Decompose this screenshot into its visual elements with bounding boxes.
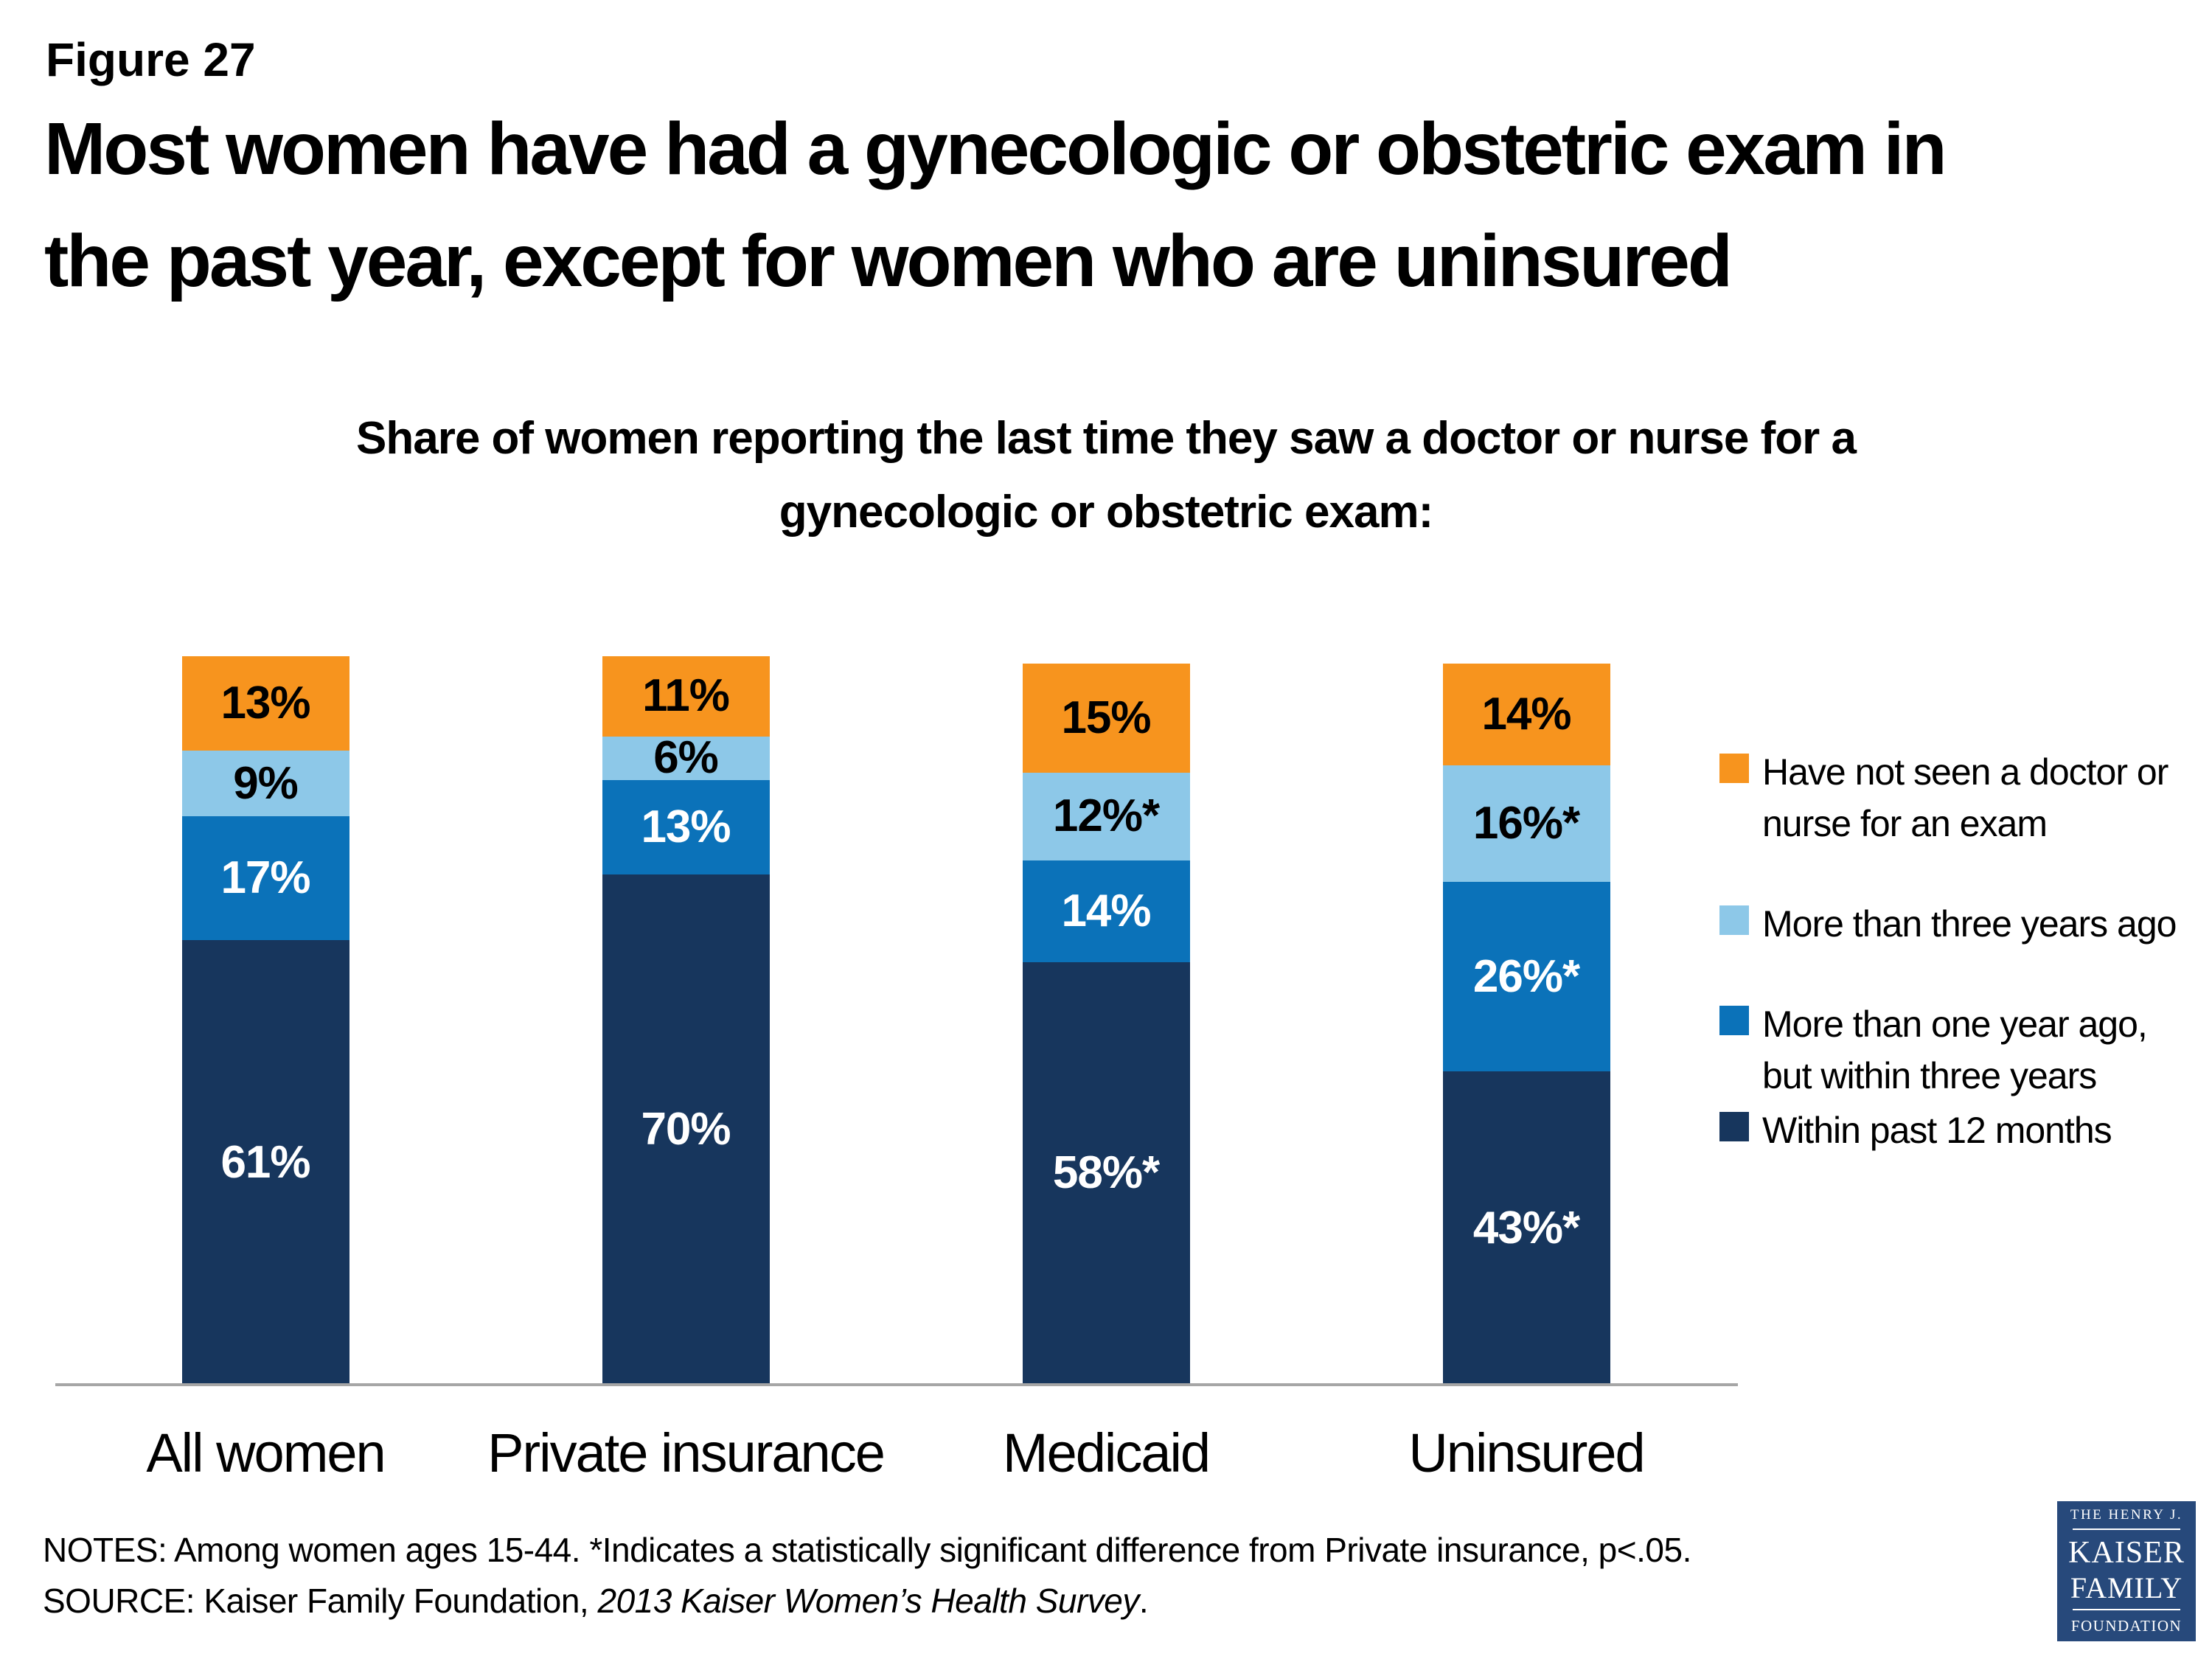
segment-more-than-three-years-ago: 9% bbox=[181, 751, 349, 817]
page-title-line2: the past year, except for women who are … bbox=[44, 220, 1733, 302]
source-line: SOURCE: Kaiser Family Foundation, 2013 K… bbox=[43, 1576, 2034, 1627]
kff-logo-rule-top bbox=[2073, 1528, 2180, 1531]
kff-logo: THE HENRY J. KAISER FAMILY FOUNDATION bbox=[2057, 1501, 2196, 1641]
kff-logo-line2: KAISER bbox=[2068, 1536, 2185, 1571]
segment-more-than-one-year-ago-but-within-three-years: 14% bbox=[1022, 860, 1190, 962]
segment-value-label: 13% bbox=[220, 678, 310, 729]
legend-item-more-than-three-years-ago: More than three years ago bbox=[1719, 898, 2199, 950]
legend-label: Have not seen a doctor or nurse for an e… bbox=[1762, 751, 2168, 844]
page-title-line1: Most women have had a gynecologic or obs… bbox=[44, 108, 1947, 190]
legend-label: More than one year ago, but within three… bbox=[1762, 1004, 2148, 1096]
chart-subtitle: Share of women reporting the last time t… bbox=[37, 402, 2175, 550]
segment-value-label: 15% bbox=[1061, 692, 1151, 743]
bar-medicaid: 58%* 14% 12%* 15% bbox=[1022, 663, 1190, 1385]
segment-within-past-12-months: 61% bbox=[181, 940, 349, 1385]
kff-logo-line1: THE HENRY J. bbox=[2070, 1507, 2183, 1523]
segment-within-past-12-months: 70% bbox=[602, 874, 770, 1385]
segment-value-label: 9% bbox=[233, 757, 299, 809]
category-label-private-insurance: Private insurance bbox=[487, 1422, 886, 1484]
segment-more-than-three-years-ago: 12%* bbox=[1022, 773, 1190, 860]
segment-value-label: 58%* bbox=[1052, 1147, 1160, 1199]
legend-item-within-past-12-months: Within past 12 months bbox=[1719, 1105, 2199, 1156]
segment-more-than-one-year-ago-but-within-three-years: 26%* bbox=[1442, 882, 1610, 1072]
segment-value-label: 12%* bbox=[1052, 790, 1160, 842]
segment-have-not-seen-a-doctor-or-nurse-for-an-exam: 15% bbox=[1022, 663, 1190, 773]
bar-uninsured: 43%* 26%* 16%* 14% bbox=[1442, 663, 1610, 1385]
segment-value-label: 70% bbox=[641, 1104, 731, 1155]
footnotes: NOTES: Among women ages 15-44. *Indicate… bbox=[43, 1525, 2034, 1627]
segment-value-label: 11% bbox=[642, 670, 730, 722]
bar-all-women: 61% 17% 9% 13% bbox=[181, 656, 349, 1385]
bar-private-insurance: 70% 13% 6% 11% bbox=[602, 656, 770, 1385]
segment-value-label: 13% bbox=[641, 801, 731, 853]
kff-logo-rule-bottom bbox=[2073, 1608, 2180, 1610]
segment-within-past-12-months: 43%* bbox=[1442, 1071, 1610, 1385]
chart-subtitle-line2: gynecologic or obstetric exam: bbox=[779, 487, 1433, 538]
legend-swatch-icon bbox=[1719, 1112, 1749, 1141]
source-italic: 2013 Kaiser Women’s Health Survey bbox=[597, 1582, 1140, 1620]
chart-legend: Have not seen a doctor or nurse for an e… bbox=[1719, 746, 2199, 1205]
segment-value-label: 17% bbox=[220, 852, 310, 904]
x-axis-line bbox=[55, 1383, 1738, 1386]
category-label-all-women: All women bbox=[146, 1422, 386, 1484]
legend-label: Within past 12 months bbox=[1762, 1110, 2112, 1151]
legend-item-more-than-one-year-ago-but-within-three-: More than one year ago, but within three… bbox=[1719, 998, 2199, 1102]
notes-line: NOTES: Among women ages 15-44. *Indicate… bbox=[43, 1531, 1691, 1569]
legend-swatch-icon bbox=[1719, 754, 1749, 783]
segment-within-past-12-months: 58%* bbox=[1022, 961, 1190, 1385]
segment-value-label: 6% bbox=[653, 732, 719, 784]
segment-have-not-seen-a-doctor-or-nurse-for-an-exam: 11% bbox=[602, 656, 770, 737]
source-prefix: SOURCE: Kaiser Family Foundation, bbox=[43, 1582, 598, 1620]
segment-more-than-three-years-ago: 16%* bbox=[1442, 765, 1610, 883]
segment-have-not-seen-a-doctor-or-nurse-for-an-exam: 14% bbox=[1442, 663, 1610, 766]
segment-value-label: 26%* bbox=[1472, 950, 1580, 1002]
legend-swatch-icon bbox=[1719, 1006, 1749, 1035]
category-label-medicaid: Medicaid bbox=[1002, 1422, 1211, 1484]
kff-logo-line3: FAMILY bbox=[2070, 1571, 2183, 1604]
segment-more-than-one-year-ago-but-within-three-years: 17% bbox=[181, 816, 349, 941]
figure-number: Figure 27 bbox=[46, 33, 256, 86]
segment-value-label: 14% bbox=[1481, 689, 1571, 740]
segment-value-label: 43%* bbox=[1472, 1202, 1580, 1253]
category-label-uninsured: Uninsured bbox=[1408, 1422, 1645, 1484]
kff-logo-line4: FOUNDATION bbox=[2070, 1616, 2183, 1635]
chart-subtitle-line1: Share of women reporting the last time t… bbox=[356, 413, 1857, 464]
segment-value-label: 16%* bbox=[1472, 798, 1580, 849]
segment-more-than-one-year-ago-but-within-three-years: 13% bbox=[602, 779, 770, 875]
segment-more-than-three-years-ago: 6% bbox=[602, 732, 770, 784]
legend-item-have-not-seen-a-doctor-or-nurse-for-an-e: Have not seen a doctor or nurse for an e… bbox=[1719, 746, 2199, 849]
plot-area: 61% 17% 9% 13% 70% 13% 6% 11% 58%* 14% 12%* 15% 43%*… bbox=[55, 656, 1736, 1385]
legend-label: More than three years ago bbox=[1762, 903, 2177, 945]
source-suffix: . bbox=[1138, 1582, 1149, 1620]
page-title: Most women have had a gynecologic or obs… bbox=[44, 93, 2183, 317]
segment-have-not-seen-a-doctor-or-nurse-for-an-exam: 13% bbox=[181, 656, 349, 751]
segment-value-label: 61% bbox=[220, 1136, 310, 1188]
legend-swatch-icon bbox=[1719, 905, 1749, 935]
segment-value-label: 14% bbox=[1061, 885, 1151, 936]
